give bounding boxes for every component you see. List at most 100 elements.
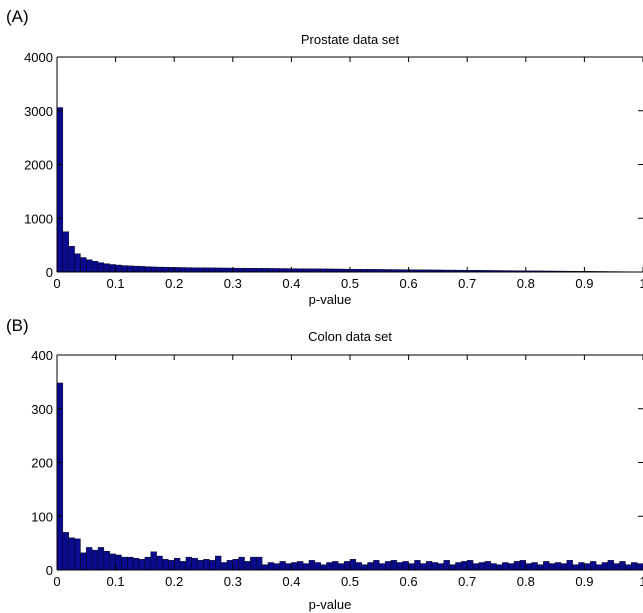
- x-tick-label: 0.1: [107, 574, 125, 589]
- histogram-bar: [384, 561, 392, 571]
- histogram-bar: [80, 257, 87, 273]
- histogram-bar: [601, 562, 609, 571]
- histogram-bar: [109, 264, 116, 273]
- histogram-bar: [355, 562, 362, 571]
- histogram-bar: [285, 563, 292, 571]
- histogram-bar: [343, 561, 351, 571]
- histogram-bar: [173, 557, 181, 571]
- histogram-bar: [97, 547, 105, 571]
- histogram-bar: [173, 267, 181, 273]
- histogram-bar: [420, 563, 427, 571]
- histogram-bar: [74, 253, 81, 273]
- histogram-bar: [291, 268, 298, 273]
- x-tick-label: 0.3: [224, 574, 242, 589]
- histogram-bar: [390, 560, 398, 571]
- histogram-bar: [191, 267, 198, 273]
- histogram-bar: [525, 563, 532, 571]
- panel-label: (B): [6, 316, 29, 335]
- panel-label: (A): [6, 7, 29, 26]
- histogram-bar: [584, 563, 591, 571]
- histogram-bar: [367, 562, 374, 571]
- histogram-bar: [613, 563, 620, 571]
- histogram-bar: [490, 563, 497, 571]
- histogram-bar: [127, 265, 134, 273]
- histogram-bar: [396, 562, 403, 571]
- x-tick-label: 0.5: [341, 276, 359, 291]
- histogram-bar: [220, 267, 228, 273]
- y-tick-label: 1000: [24, 211, 53, 226]
- x-axis-label: p-value: [309, 597, 352, 612]
- histogram-bar: [519, 560, 527, 571]
- histogram-bar: [273, 563, 280, 571]
- histogram-bar: [338, 563, 345, 571]
- x-tick-label: 0.4: [282, 574, 300, 589]
- histogram-bar: [132, 265, 140, 273]
- histogram-bar: [91, 261, 99, 273]
- histogram-bar: [103, 550, 110, 571]
- histogram-bar: [408, 563, 415, 571]
- histogram-bar: [138, 559, 146, 571]
- histogram-bar: [320, 564, 327, 571]
- histogram-bar: [226, 267, 234, 273]
- histogram-bar: [261, 564, 269, 571]
- histogram-bar: [185, 267, 192, 273]
- histogram-bar: [162, 559, 169, 571]
- histogram-bar: [97, 262, 105, 273]
- x-tick-label: 0.2: [165, 574, 183, 589]
- x-tick-label: 0.3: [224, 276, 242, 291]
- x-tick-label: 0.7: [458, 276, 476, 291]
- histogram-bar: [373, 560, 380, 571]
- histogram-bar: [80, 552, 87, 571]
- histogram-bar: [86, 259, 93, 273]
- histogram-bar: [566, 560, 573, 571]
- histogram-bar: [244, 561, 251, 571]
- histogram-bar: [537, 564, 544, 571]
- histogram-bar: [144, 556, 151, 571]
- histogram-bar: [91, 549, 99, 571]
- histogram-bar: [314, 562, 321, 571]
- y-tick-label: 300: [31, 402, 53, 417]
- histogram-bar: [121, 265, 128, 273]
- histogram-bar: [326, 562, 333, 571]
- histogram-bar: [297, 561, 304, 571]
- histogram-bar: [496, 564, 503, 571]
- x-tick-label: 0: [53, 574, 60, 589]
- histogram-bar: [127, 556, 134, 571]
- histogram-bar: [461, 561, 468, 571]
- x-tick-label: 0.6: [400, 574, 418, 589]
- histogram-bar: [572, 564, 579, 571]
- histogram-bar: [267, 562, 275, 571]
- bars: [56, 107, 643, 273]
- histogram-bar: [115, 554, 122, 571]
- histogram-bar: [150, 266, 157, 273]
- histogram-bar: [478, 562, 485, 571]
- x-tick-label: 0.6: [400, 276, 418, 291]
- histogram-bar: [256, 556, 263, 571]
- histogram-bar: [379, 563, 386, 571]
- histogram-bar: [431, 562, 439, 571]
- histogram-bar: [68, 537, 75, 571]
- histogram-bar: [220, 562, 228, 571]
- histogram-bar: [209, 267, 216, 273]
- histogram-bar: [361, 564, 368, 571]
- chart-panel-0: (A) Prostate data set 0 0.1 0.2 0.3 0.4 0.5 0.6 0…: [6, 7, 643, 307]
- histogram-bar: [437, 563, 444, 571]
- histogram-bar: [121, 556, 128, 571]
- histogram-bar: [109, 553, 116, 571]
- x-tick-label: 0: [53, 276, 60, 291]
- histogram-bar: [238, 267, 245, 273]
- x-tick-label: 0.2: [165, 276, 183, 291]
- histogram-bar: [502, 562, 509, 571]
- x-axis-label: p-value: [309, 292, 352, 307]
- histogram-bar: [215, 555, 222, 571]
- histogram-bar: [250, 268, 257, 273]
- histogram-bar: [590, 561, 597, 571]
- histogram-bar: [291, 562, 298, 571]
- histogram-bar: [531, 562, 538, 571]
- histogram-bar: [156, 266, 163, 273]
- histogram-bar: [62, 532, 69, 571]
- histogram-bar: [56, 382, 64, 571]
- histogram-bar: [349, 559, 357, 571]
- histogram-bar: [595, 564, 603, 571]
